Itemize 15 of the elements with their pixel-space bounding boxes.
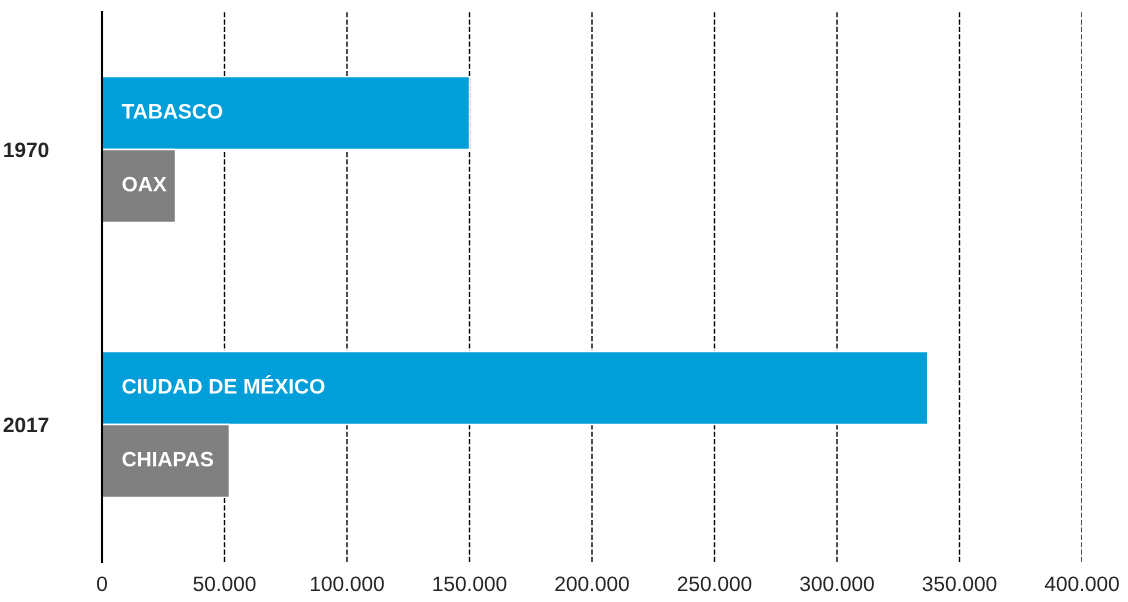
x-tick-label: 350.000 bbox=[922, 576, 997, 592]
y-tick-label: 2017 bbox=[3, 417, 49, 433]
data-label: CHIAPAS bbox=[122, 451, 214, 467]
y-tick-label: 1970 bbox=[4, 142, 49, 158]
x-tick-label: 100.000 bbox=[310, 576, 384, 592]
x-tick-label: 200.000 bbox=[555, 576, 629, 592]
data-label: OAX bbox=[122, 176, 167, 192]
x-tick-label: 400.000 bbox=[1044, 576, 1119, 592]
x-tick-label: 150.000 bbox=[433, 576, 507, 592]
x-tick-label: 300.000 bbox=[800, 576, 874, 592]
data-label: TABASCO bbox=[121, 103, 223, 119]
x-tick-label: 250.000 bbox=[677, 576, 752, 592]
x-tick-label: 0 bbox=[97, 576, 107, 592]
data-label: CIUDAD DE MÉXICO bbox=[122, 374, 325, 394]
x-tick-label: 50.000 bbox=[193, 576, 256, 592]
